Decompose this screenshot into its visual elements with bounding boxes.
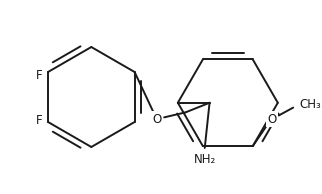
Text: O: O [267,113,277,126]
Text: F: F [36,69,42,82]
Text: CH₃: CH₃ [299,98,321,111]
Text: F: F [36,113,42,126]
Text: O: O [152,113,161,126]
Text: NH₂: NH₂ [194,153,216,166]
